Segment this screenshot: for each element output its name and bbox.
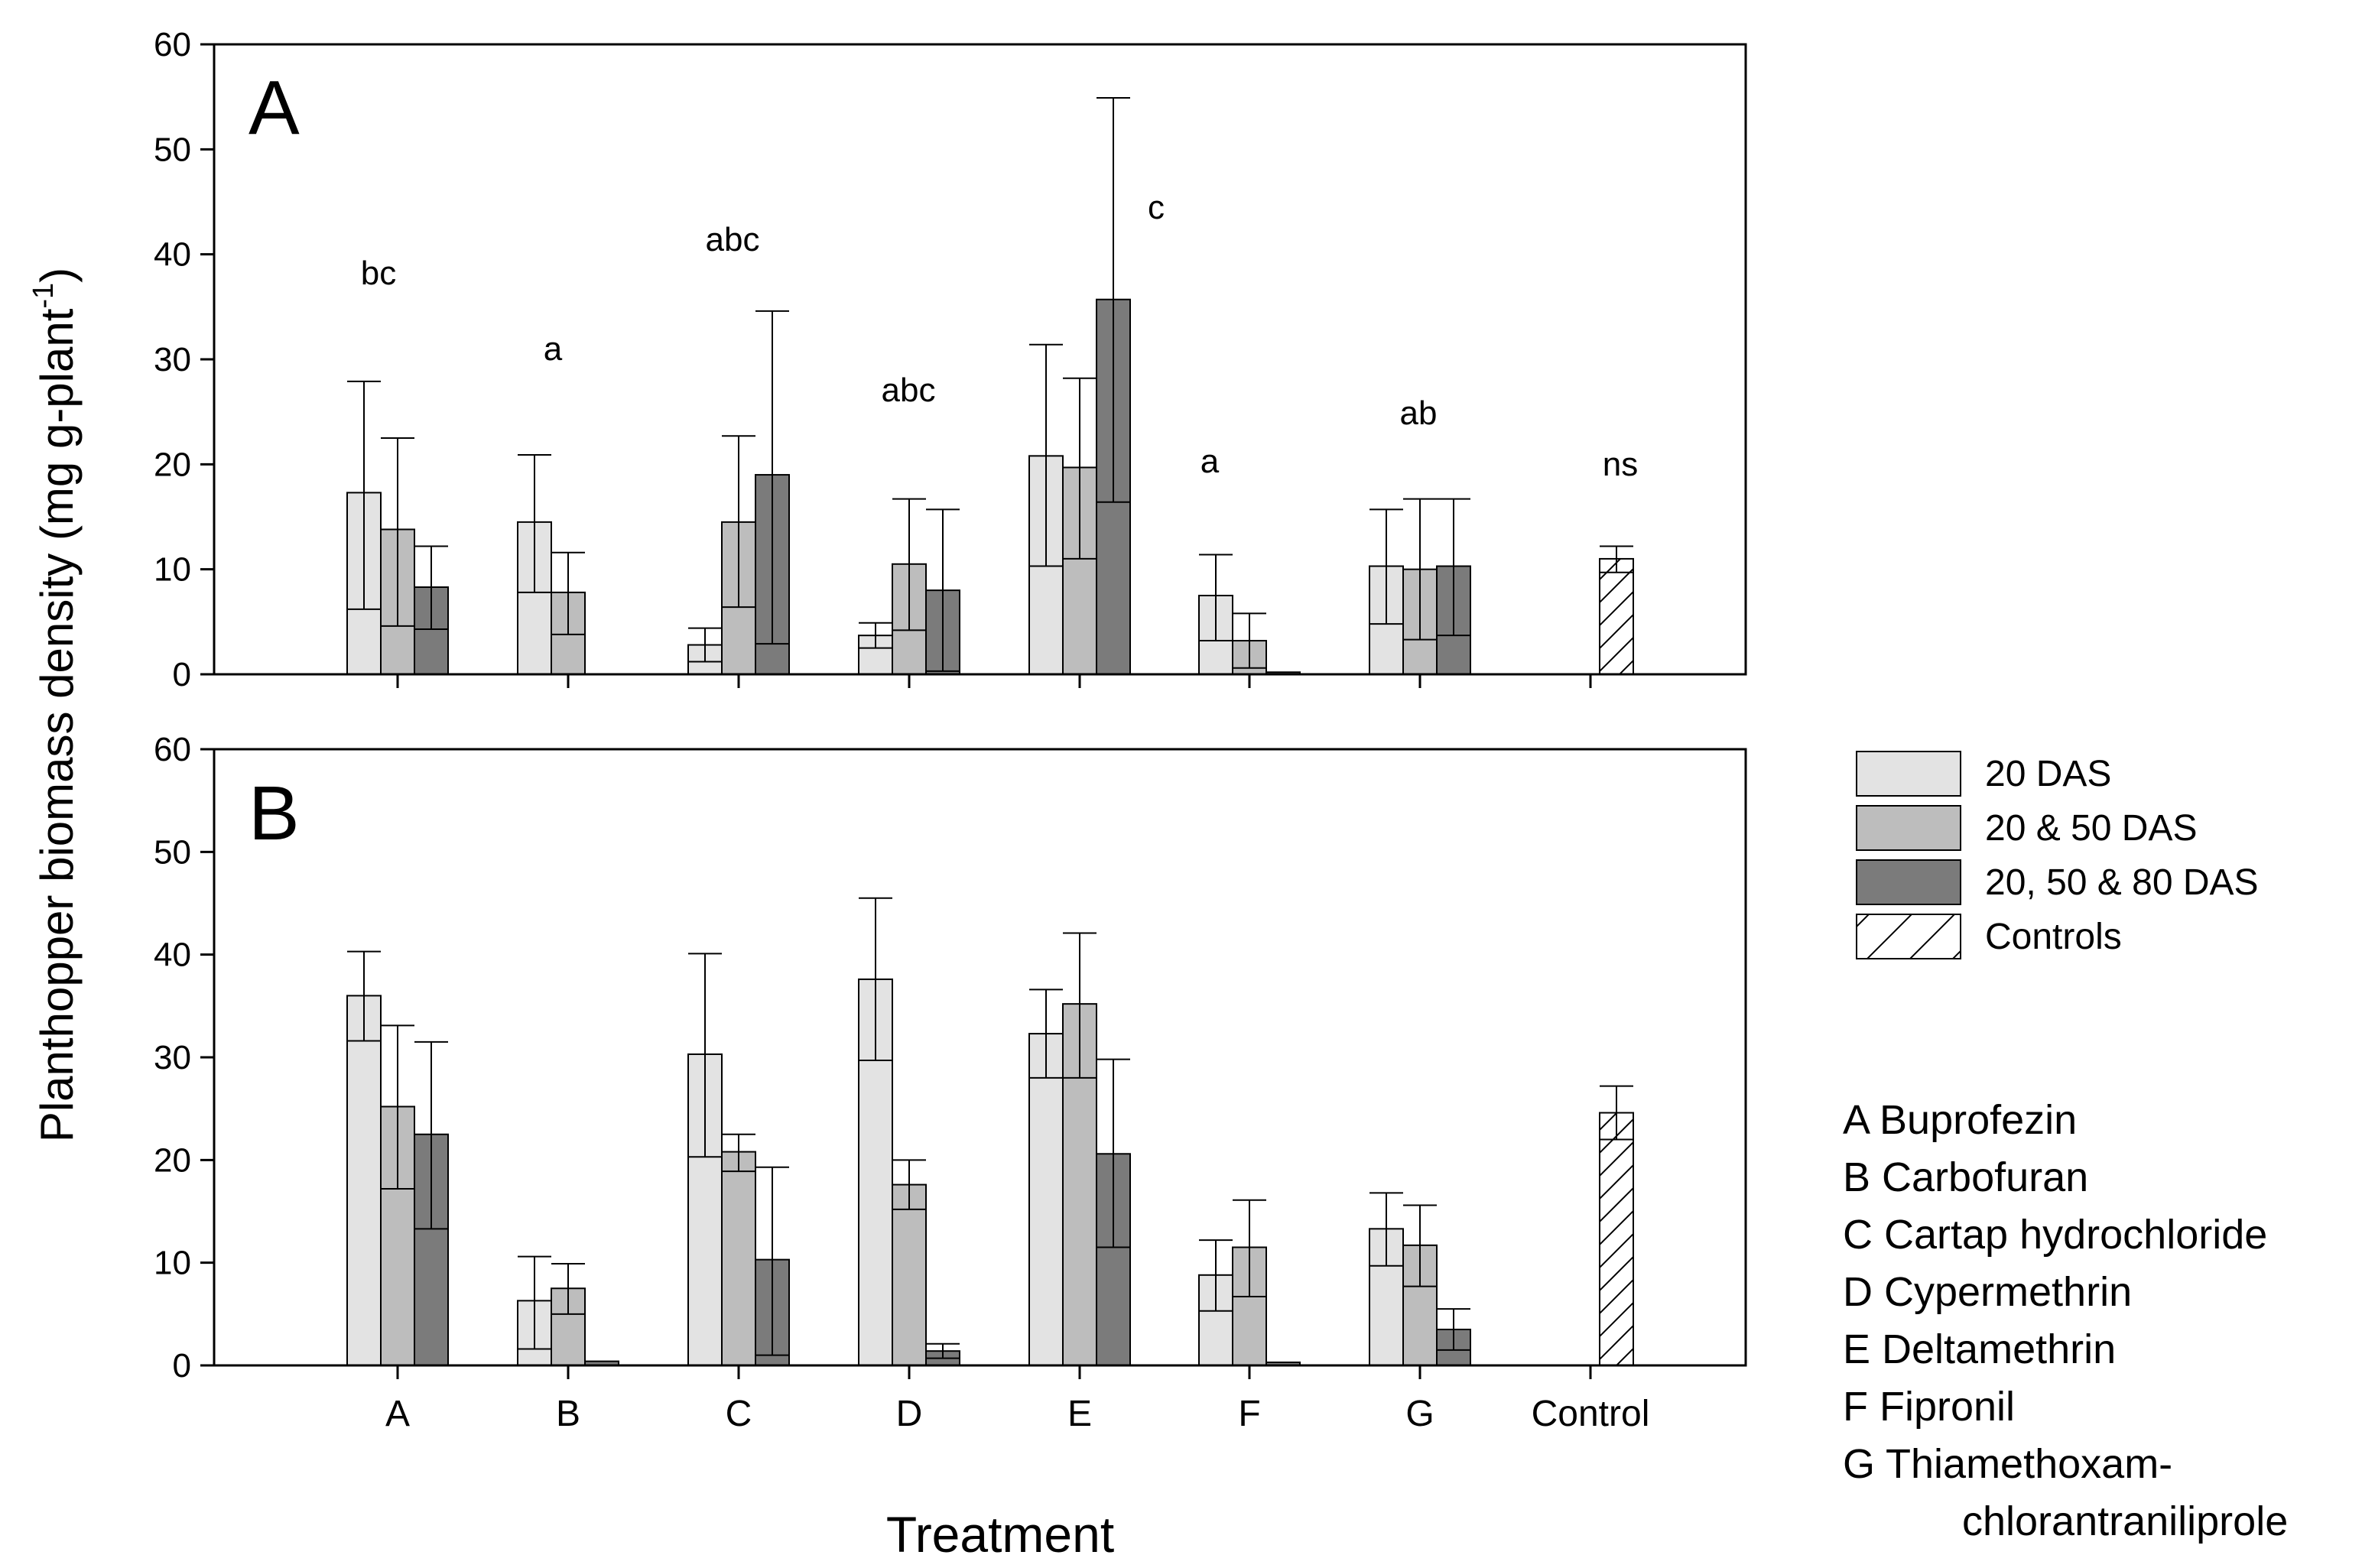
- panel-a-significance-c: abc: [706, 221, 760, 258]
- panel-a-ytick-label-20: 20: [154, 446, 191, 483]
- panel-b-ytick-label-40: 40: [154, 937, 191, 974]
- treatment-key-line-1: A Buprofezin: [1843, 1097, 2077, 1143]
- panel-a-ytick-label-10: 10: [154, 551, 191, 589]
- y-axis-title-text: Planthopper biomass density (mg g-plant: [31, 308, 83, 1142]
- legend-label-20-50-das: 20 & 50 DAS: [1985, 808, 2198, 849]
- xtick-label-a: A: [385, 1394, 410, 1434]
- y-axis-title-superscript: -1: [28, 283, 60, 309]
- panel-a-significance-d: abc: [882, 372, 936, 409]
- panel-b-bars: [346, 978, 1634, 1367]
- treatment-key-line-8: chlorantraniliprole: [1962, 1498, 2288, 1544]
- panel-a-significance-a: bc: [361, 255, 396, 292]
- panel-b: 0 10 20 30 40 50 60 A B C D E F G Control B: [154, 731, 1747, 1434]
- legend: 20 DAS 20 & 50 DAS 20, 50 & 80 DAS Controls: [1856, 751, 2259, 959]
- xtick-label-control: Control: [1532, 1394, 1650, 1434]
- legend-label-20-das: 20 DAS: [1985, 754, 2111, 794]
- panel-b-errorbars: [347, 897, 1633, 1359]
- panel-a-label: A: [249, 65, 300, 151]
- panel-b-bar-a-20-das: [346, 995, 382, 1367]
- treatment-key-line-5: E Deltamethrin: [1843, 1326, 2116, 1372]
- treatment-key-line-7: G Thiamethoxam-: [1843, 1441, 2172, 1487]
- xtick-label-d: D: [896, 1394, 923, 1434]
- panel-a-significance-control: ns: [1603, 446, 1638, 483]
- treatment-key-line-2: B Carbofuran: [1843, 1154, 2088, 1200]
- xtick-label-e: E: [1067, 1394, 1092, 1434]
- panel-b-xticks: [396, 1365, 1592, 1379]
- y-axis-title-close: ): [31, 268, 83, 283]
- panel-b-ytick-label-10: 10: [154, 1245, 191, 1282]
- panel-b-ytick-label-60: 60: [154, 731, 191, 768]
- xtick-label-c: C: [726, 1394, 752, 1434]
- xtick-label-b: B: [556, 1394, 580, 1434]
- panel-b-bar-e-20-das: [1028, 1033, 1064, 1367]
- panel-a-ytick-label-0: 0: [173, 656, 191, 693]
- panel-a-errorbars: [347, 97, 1633, 672]
- panel-b-yticks: 0 10 20 30 40 50 60: [154, 731, 214, 1385]
- panel-b-ytick-label-20: 20: [154, 1141, 191, 1179]
- y-axis-title: Planthopper biomass density (mg g-plant-…: [28, 268, 83, 1142]
- panel-a-yticks: 0 10 20 30 40 50 60: [154, 26, 214, 693]
- panel-a-ytick-label-30: 30: [154, 341, 191, 378]
- panel-a-plot-frame: [213, 43, 1747, 676]
- panel-a-significance-b: a: [544, 330, 563, 368]
- panel-a-significance-f: a: [1200, 443, 1220, 480]
- panel-a-bars: [346, 298, 1634, 676]
- legend-swatch-20-50-das: [1856, 805, 1961, 851]
- panel-b-label: B: [249, 771, 300, 856]
- panel-a-bar-control-controls: [1599, 557, 1634, 676]
- panel-b-bar-d-20-50-das: [892, 1183, 927, 1367]
- panel-a-ytick-label-50: 50: [154, 131, 191, 168]
- panel-b-bar-c-20-50-das: [721, 1151, 756, 1366]
- xtick-label-g: G: [1405, 1394, 1434, 1434]
- treatment-key-line-6: F Fipronil: [1843, 1384, 2015, 1430]
- treatment-key-line-3: C Cartap hydrochloride: [1843, 1212, 2267, 1258]
- panel-a-significance-e: c: [1148, 189, 1165, 226]
- legend-swatch-20-das: [1856, 751, 1961, 797]
- panel-a-significance-g: ab: [1400, 394, 1438, 432]
- panel-a-ytick-label-60: 60: [154, 26, 191, 63]
- panel-b-ytick-label-50: 50: [154, 833, 191, 871]
- panel-a-significance: bc a abc abc c a ab ns: [361, 189, 1638, 483]
- panel-a-xticks: [396, 674, 1592, 688]
- treatment-key-line-4: D Cypermethrin: [1843, 1269, 2132, 1315]
- xtick-label-f: F: [1238, 1394, 1260, 1434]
- legend-swatch-controls: [1856, 914, 1961, 959]
- legend-swatch-20-50-80-das: [1856, 859, 1961, 905]
- legend-label-controls: Controls: [1985, 917, 2122, 957]
- panel-b-bar-control-controls: [1599, 1112, 1634, 1367]
- legend-label-20-50-80-das: 20, 50 & 80 DAS: [1985, 862, 2259, 903]
- panel-a-ytick-label-40: 40: [154, 236, 191, 274]
- x-axis-title: Treatment: [886, 1506, 1114, 1563]
- panel-b-xtick-labels: A B C D E F G Control: [385, 1394, 1649, 1434]
- panel-b-ytick-label-30: 30: [154, 1039, 191, 1076]
- panel-b-ytick-label-0: 0: [173, 1347, 191, 1385]
- panel-a: 0 10 20 30 40 50 60 bc a abc abc c a ab ns A: [154, 26, 1747, 693]
- treatment-key: A Buprofezin B Carbofuran C Cartap hydroch…: [1843, 1097, 2288, 1544]
